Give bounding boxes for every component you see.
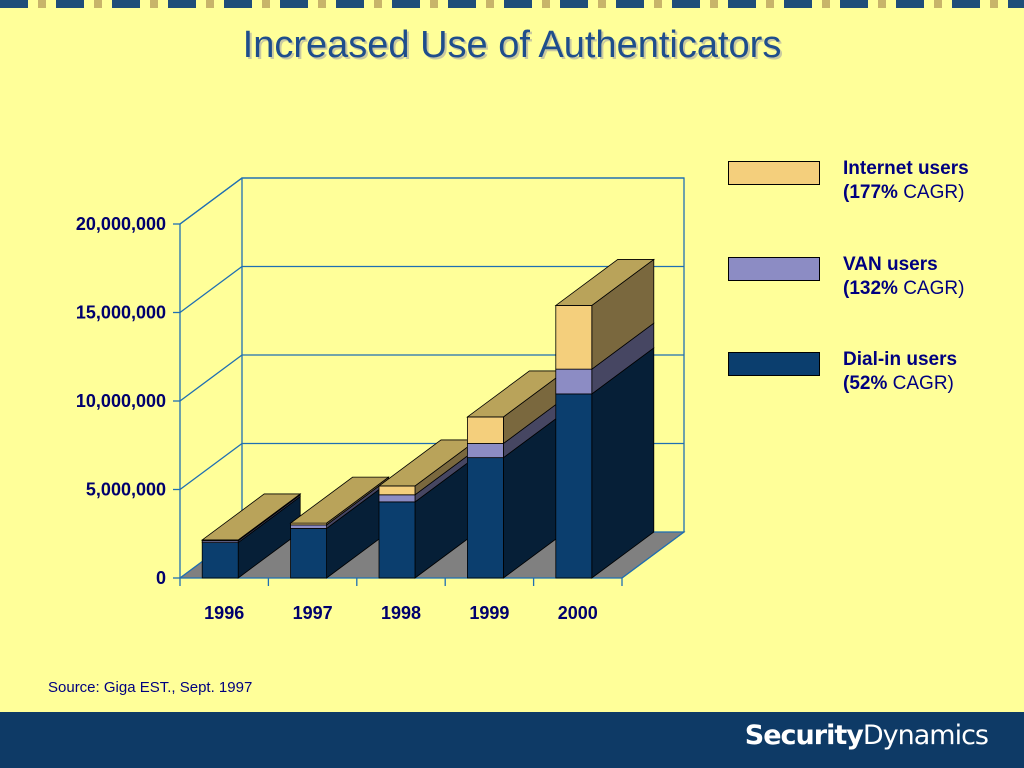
y-tick-label: 10,000,000 — [76, 391, 166, 411]
bar-internet-users-2000 — [555, 305, 593, 370]
legend-label-internet-users: Internet users (177% CAGR) — [843, 157, 1018, 205]
bar-top-1997 — [289, 476, 390, 524]
legend-cagr-line: (177% CAGR) — [843, 181, 1018, 205]
brand-logo: SecurityDynamics — [744, 720, 989, 751]
bar-van-users-2000 — [555, 368, 593, 395]
x-tick-label: 2000 — [558, 603, 598, 623]
bar-stack-1996 — [200, 493, 302, 579]
bar-internet-users-1998 — [378, 485, 416, 496]
legend-cagr: CAGR) — [903, 278, 965, 299]
bar-dial-in-users-1999 — [466, 457, 504, 579]
bar-stack-2000 — [554, 258, 656, 579]
legend-label-dial-in-users: Dial-in users (52% CAGR) — [843, 348, 1018, 396]
legend-series-name: Internet users — [843, 158, 969, 179]
bar-stack-1997 — [289, 476, 390, 579]
bar-stack-1998 — [377, 439, 479, 579]
bar-van-users-1997 — [290, 524, 328, 529]
floor-right-edge — [621, 531, 685, 579]
y-tick-label: 15,000,000 — [76, 303, 166, 323]
bar-dial-in-users-1997 — [290, 528, 328, 579]
legend-swatch-internet-users — [728, 161, 820, 185]
bar-dial-in-users-2000 — [555, 393, 593, 579]
legend-cagr: CAGR) — [903, 182, 965, 203]
gridline-side — [179, 265, 243, 314]
side-wall-top-edge — [179, 177, 243, 225]
bar-internet-users-1999 — [466, 416, 504, 444]
brand-bold: Security — [744, 720, 864, 751]
top-decorative-strip — [0, 0, 1024, 8]
legend-cagr-line: (132% CAGR) — [843, 277, 1018, 301]
legend-swatch-van-users — [728, 257, 820, 281]
legend-cagr-line: (52% CAGR) — [843, 372, 1018, 396]
bar-top-2000 — [554, 259, 656, 306]
slide-title: Increased Use of Authenticators — [242, 24, 782, 66]
x-tick-label: 1996 — [204, 603, 244, 623]
legend-swatch-dial-in-users — [728, 352, 820, 376]
y-tick-label: 5,000,000 — [86, 480, 166, 500]
gridline-side — [179, 442, 243, 491]
legend-pct: (52% — [843, 373, 888, 394]
legend-cagr: CAGR) — [892, 373, 954, 394]
bar-stack-1999 — [466, 370, 567, 579]
legend-item-van-users: VAN users (132% CAGR) — [728, 254, 1018, 317]
bar-dial-in-users-1998 — [378, 501, 416, 579]
legend-item-dial-in-users: Dial-in users (52% CAGR) — [728, 349, 1018, 412]
legend-pct: (132% — [843, 278, 898, 299]
brand-regular: Dynamics — [862, 720, 989, 751]
bar-top-1996 — [200, 493, 302, 541]
bar-van-users-1999 — [466, 443, 504, 459]
legend-label-van-users: VAN users (132% CAGR) — [843, 253, 1018, 301]
x-tick-label: 1998 — [381, 603, 421, 623]
bar-dial-in-users-1996 — [201, 542, 239, 579]
footer-bar: SecurityDynamics — [0, 712, 1024, 768]
legend-series-name: VAN users — [843, 254, 938, 275]
y-tick-label: 0 — [156, 568, 166, 588]
source-note: Source: Giga EST., Sept. 1997 — [48, 679, 253, 696]
stacked-bar-chart: 0 5,000,000 10,000,000 15,000,000 20,000,000… — [76, 177, 686, 623]
legend-pct: (177% — [843, 182, 898, 203]
legend-series-name: Dial-in users — [843, 349, 958, 370]
bar-van-users-1998 — [378, 494, 416, 503]
gridline-side — [179, 354, 243, 402]
legend-item-internet-users: Internet users (177% CAGR) — [728, 158, 1018, 221]
y-tick-label: 20,000,000 — [76, 214, 166, 234]
x-tick-label: 1997 — [293, 603, 333, 623]
x-tick-label: 1999 — [469, 603, 509, 623]
